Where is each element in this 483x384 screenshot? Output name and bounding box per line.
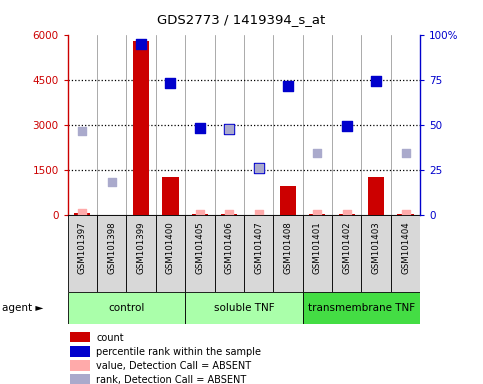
Text: GSM101404: GSM101404 <box>401 221 410 274</box>
Point <box>343 210 351 217</box>
Point <box>313 150 321 156</box>
Point <box>372 78 380 84</box>
Point <box>255 211 262 217</box>
Bar <box>280 187 296 215</box>
Point <box>78 210 86 216</box>
Point <box>78 128 86 134</box>
Text: GSM101405: GSM101405 <box>195 221 204 274</box>
Point <box>402 211 410 217</box>
Bar <box>162 177 179 215</box>
Bar <box>70 374 90 384</box>
Bar <box>368 177 384 215</box>
Text: count: count <box>96 333 124 343</box>
Text: percentile rank within the sample: percentile rank within the sample <box>96 347 261 357</box>
Point <box>226 211 233 217</box>
Text: GSM101408: GSM101408 <box>284 221 293 274</box>
Text: GSM101401: GSM101401 <box>313 221 322 274</box>
Bar <box>398 214 413 215</box>
Bar <box>70 360 90 371</box>
Point <box>402 150 410 156</box>
Bar <box>221 214 237 215</box>
Bar <box>309 214 326 215</box>
Bar <box>361 215 391 292</box>
Bar <box>185 215 214 292</box>
Point <box>343 123 351 129</box>
Point <box>313 211 321 217</box>
Text: soluble TNF: soluble TNF <box>213 303 274 313</box>
Text: control: control <box>108 303 144 313</box>
Point <box>137 41 145 47</box>
Text: GDS2773 / 1419394_s_at: GDS2773 / 1419394_s_at <box>157 13 326 26</box>
Bar <box>68 292 185 324</box>
Bar <box>192 214 208 215</box>
Text: value, Detection Call = ABSENT: value, Detection Call = ABSENT <box>96 361 251 371</box>
Point <box>255 166 262 172</box>
Bar <box>70 332 90 343</box>
Point <box>196 211 204 217</box>
Point <box>226 126 233 132</box>
Bar <box>339 214 355 215</box>
Bar <box>332 215 361 292</box>
Bar <box>185 292 303 324</box>
Bar <box>74 213 90 215</box>
Text: GSM101402: GSM101402 <box>342 221 351 274</box>
Bar <box>214 215 244 292</box>
Bar <box>156 215 185 292</box>
Point <box>226 126 233 132</box>
Point <box>167 79 174 86</box>
Bar <box>391 215 420 292</box>
Text: GSM101397: GSM101397 <box>78 221 87 274</box>
Text: agent ►: agent ► <box>2 303 44 313</box>
Text: GSM101403: GSM101403 <box>371 221 381 274</box>
Text: GSM101399: GSM101399 <box>137 221 145 274</box>
Bar <box>133 41 149 215</box>
Point <box>255 166 262 172</box>
Bar <box>97 215 127 292</box>
Text: rank, Detection Call = ABSENT: rank, Detection Call = ABSENT <box>96 376 246 384</box>
Bar <box>127 215 156 292</box>
Bar <box>273 215 303 292</box>
Bar <box>68 215 97 292</box>
Text: GSM101407: GSM101407 <box>254 221 263 274</box>
Text: GSM101400: GSM101400 <box>166 221 175 274</box>
Bar <box>303 215 332 292</box>
Point <box>284 83 292 89</box>
Text: GSM101398: GSM101398 <box>107 221 116 274</box>
Point <box>108 179 115 185</box>
Text: transmembrane TNF: transmembrane TNF <box>308 303 415 313</box>
Point <box>196 125 204 131</box>
Bar <box>303 292 420 324</box>
Bar <box>70 346 90 357</box>
Text: GSM101406: GSM101406 <box>225 221 234 274</box>
Bar <box>244 215 273 292</box>
